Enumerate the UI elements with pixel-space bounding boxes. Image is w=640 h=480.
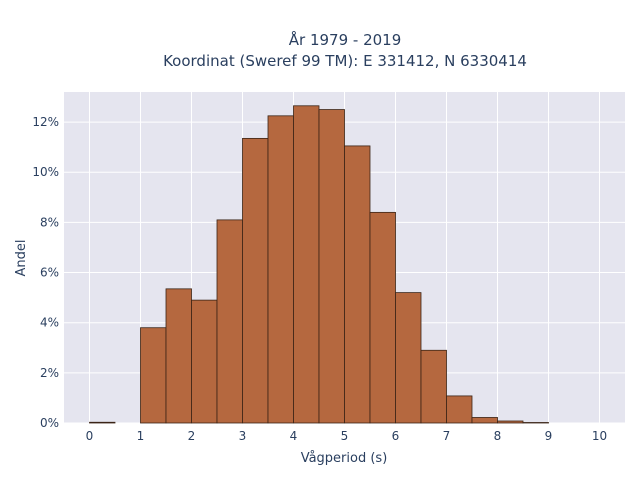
y-tick-label: 10% bbox=[32, 165, 59, 179]
histogram-bar bbox=[369, 211, 396, 424]
histogram-bar bbox=[89, 421, 116, 424]
histogram-bar bbox=[420, 349, 447, 424]
x-tick-label: 3 bbox=[239, 429, 247, 443]
histogram-bar bbox=[471, 417, 498, 424]
histogram-bar bbox=[344, 145, 371, 424]
histogram-bar bbox=[165, 288, 192, 424]
histogram-bar bbox=[293, 105, 320, 424]
histogram-bar bbox=[318, 109, 345, 424]
chart-title-line-1: År 1979 - 2019 bbox=[289, 30, 402, 49]
histogram-bar bbox=[395, 292, 422, 424]
x-axis-label: Vågperiod (s) bbox=[301, 451, 388, 466]
histogram-bar bbox=[216, 219, 243, 424]
histogram-bar bbox=[446, 395, 473, 424]
bars bbox=[89, 105, 549, 424]
y-tick-label: 8% bbox=[40, 215, 59, 229]
x-tick-label: 6 bbox=[392, 429, 400, 443]
y-tick-label: 6% bbox=[40, 266, 59, 280]
y-tick-label: 12% bbox=[32, 115, 59, 129]
y-tick-label: 2% bbox=[40, 366, 59, 380]
x-tick-label: 0 bbox=[86, 429, 94, 443]
x-tick-label: 9 bbox=[545, 429, 553, 443]
x-tick-label: 8 bbox=[494, 429, 502, 443]
histogram-bar bbox=[191, 299, 218, 424]
histogram-bar bbox=[267, 115, 294, 424]
x-tick-labels: 0 1 2 3 4 5 6 7 8 9 10 bbox=[86, 429, 607, 443]
x-tick-label: 2 bbox=[188, 429, 196, 443]
histogram-bar bbox=[140, 327, 167, 424]
histogram-bar bbox=[522, 422, 549, 424]
histogram-bar bbox=[497, 420, 524, 424]
x-tick-label: 4 bbox=[290, 429, 298, 443]
y-tick-label: 0% bbox=[40, 416, 59, 430]
x-tick-label: 7 bbox=[443, 429, 451, 443]
chart-title-line-2: Koordinat (Sweref 99 TM): E 331412, N 63… bbox=[163, 52, 527, 70]
y-tick-labels: 0% 2% 4% 6% 8% 10% 12% bbox=[32, 115, 59, 430]
histogram-bar bbox=[242, 137, 269, 424]
x-tick-label: 1 bbox=[137, 429, 145, 443]
y-tick-label: 4% bbox=[40, 316, 59, 330]
y-axis-label: Andel bbox=[14, 240, 29, 277]
x-tick-label: 5 bbox=[341, 429, 349, 443]
x-tick-label: 10 bbox=[592, 429, 607, 443]
